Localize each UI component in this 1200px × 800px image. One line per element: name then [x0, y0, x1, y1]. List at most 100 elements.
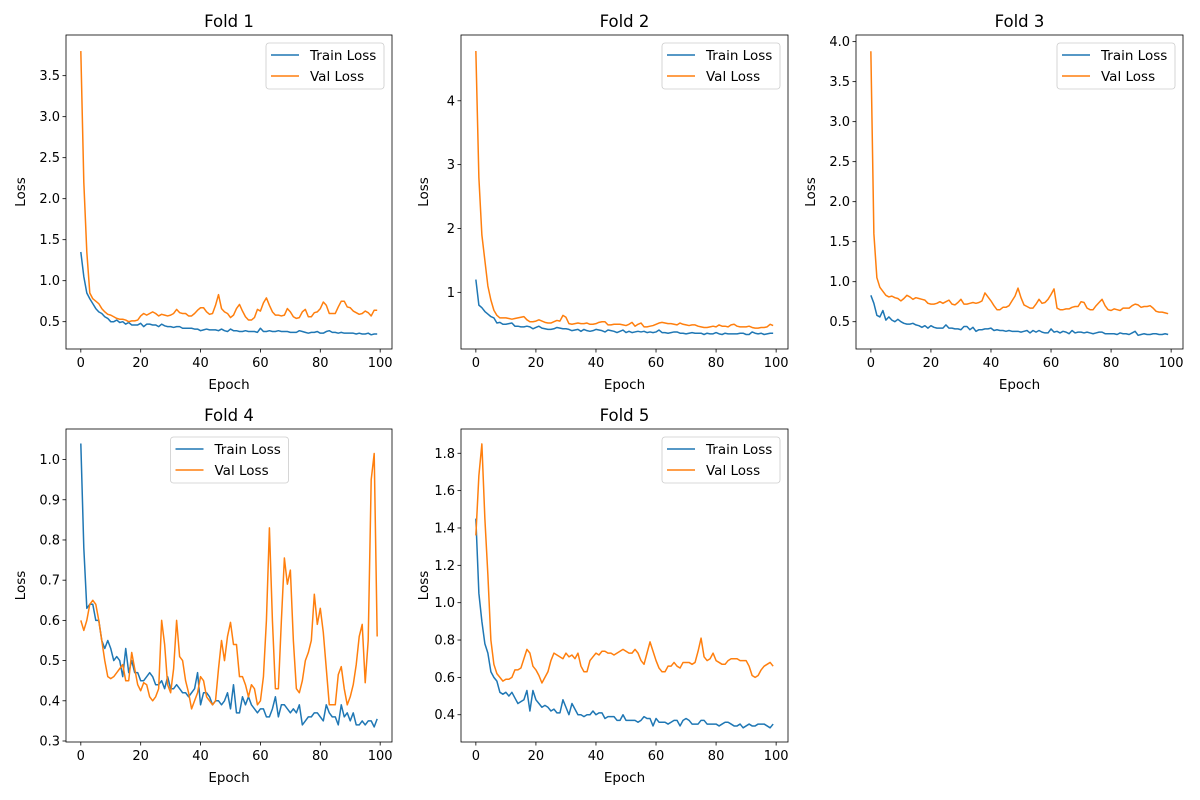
y-tick-label: 2.5 [39, 151, 60, 166]
legend-label: Train Loss [705, 442, 772, 458]
y-tick-label: 2 [447, 222, 455, 237]
y-axis-label: Loss [416, 177, 432, 207]
x-tick-label: 20 [528, 356, 545, 371]
y-tick-label: 3.5 [39, 69, 60, 84]
legend-label: Train Loss [214, 442, 281, 458]
y-tick-label: 0.5 [39, 654, 60, 669]
x-tick-label: 20 [132, 749, 149, 764]
x-tick-label: 40 [192, 749, 209, 764]
axes-frame [460, 428, 789, 743]
y-tick-label: 1.4 [434, 521, 455, 536]
x-tick-label: 100 [368, 749, 393, 764]
y-tick-label: 3.5 [829, 75, 850, 90]
y-tick-label: 0.4 [434, 708, 455, 723]
series-line-train-loss [80, 443, 378, 728]
y-tick-label: 1.6 [434, 484, 455, 499]
x-tick-label: 0 [77, 356, 85, 371]
x-tick-label: 20 [528, 749, 545, 764]
legend: Train Loss Val Loss [1056, 42, 1176, 90]
legend-label: Train Loss [309, 48, 376, 64]
x-tick-label: 40 [588, 356, 605, 371]
subplot-title: Fold 3 [995, 12, 1045, 31]
subplot-fold-5: 0 20 40 60 80 100 0.4 0.6 0.8 1.0 1.2 1.4 1.6 1.8 Fold… [416, 406, 789, 786]
series-line-train-loss [870, 295, 1169, 337]
x-tick-label: 100 [1159, 356, 1184, 371]
y-tick-label: 0.6 [434, 671, 455, 686]
x-axis-label: Epoch [208, 770, 249, 786]
y-tick-label: 1.8 [434, 447, 455, 462]
y-axis-label: Loss [416, 571, 432, 601]
x-tick-label: 80 [312, 356, 329, 371]
y-axis-label: Loss [13, 177, 29, 207]
series-line-train-loss [475, 279, 774, 336]
y-axis-label: Loss [13, 571, 29, 601]
series-line-val-loss [80, 51, 378, 323]
legend-label: Train Loss [1100, 48, 1167, 64]
y-tick-label: 1.0 [39, 453, 60, 468]
subplot-title: Fold 5 [600, 406, 650, 425]
x-tick-label: 40 [192, 356, 209, 371]
y-tick-label: 1.2 [434, 559, 455, 574]
y-tick-label: 0.4 [39, 694, 60, 709]
y-tick-label: 0.8 [434, 634, 455, 649]
x-tick-label: 60 [648, 356, 665, 371]
x-tick-label: 20 [923, 356, 940, 371]
subplot-title: Fold 1 [204, 12, 254, 31]
subplot-fold-1: 0 20 40 60 80 100 0.5 1.0 1.5 2.0 2.5 3.0 3.5 Fold 1 E… [13, 12, 393, 393]
series-line-train-loss [80, 251, 378, 336]
y-axis-label: Loss [803, 177, 819, 207]
x-tick-label: 40 [588, 749, 605, 764]
y-tick-label: 3 [447, 158, 455, 173]
y-tick-label: 2.5 [829, 155, 850, 170]
axes-frame [65, 428, 393, 743]
y-tick-label: 0.9 [39, 493, 60, 508]
y-tick-label: 2.0 [829, 195, 850, 210]
y-tick-label: 0.7 [39, 574, 60, 589]
subplot-fold-2: 0 20 40 60 80 100 1 2 3 4 Fold 2 Epoch Loss Train Los… [416, 12, 789, 393]
series-line-train-loss [475, 518, 774, 729]
legend: Train Loss Val Loss [661, 436, 781, 484]
legend-label: Val Loss [310, 69, 364, 85]
x-tick-label: 60 [252, 749, 269, 764]
y-tick-label: 1 [447, 286, 455, 301]
x-axis-label: Epoch [208, 377, 249, 393]
y-tick-label: 4.0 [829, 35, 850, 50]
x-tick-label: 100 [368, 356, 393, 371]
subplot-title: Fold 4 [204, 406, 254, 425]
x-axis-label: Epoch [999, 377, 1040, 393]
y-tick-label: 3.0 [39, 110, 60, 125]
subplot-fold-4: 0 20 40 60 80 100 0.3 0.4 0.5 0.6 0.7 0.8 0.9 1.0 Fold… [13, 406, 393, 786]
x-tick-label: 0 [472, 749, 480, 764]
y-tick-label: 0.3 [39, 734, 60, 749]
y-tick-label: 3.0 [829, 115, 850, 130]
x-tick-label: 60 [252, 356, 269, 371]
y-tick-label: 0.8 [39, 533, 60, 548]
legend-label: Val Loss [1101, 69, 1155, 85]
series-line-val-loss [475, 443, 774, 684]
legend-label: Val Loss [706, 69, 760, 85]
axes-frame [65, 34, 393, 350]
x-axis-label: Epoch [604, 377, 645, 393]
x-tick-label: 0 [77, 749, 85, 764]
legend: Train Loss Val Loss [265, 42, 385, 90]
y-tick-label: 2.0 [39, 192, 60, 207]
y-tick-label: 0.5 [39, 315, 60, 330]
subplot-fold-3: 0 20 40 60 80 100 0.5 1.0 1.5 2.0 2.5 3.0 3.5 4.0 Fold… [803, 12, 1184, 393]
y-tick-label: 1.0 [829, 275, 850, 290]
legend-label: Val Loss [215, 463, 269, 479]
x-tick-label: 0 [472, 356, 480, 371]
axes-frame [855, 34, 1184, 350]
x-tick-label: 100 [764, 356, 789, 371]
y-tick-label: 0.5 [829, 315, 850, 330]
series-line-val-loss [475, 50, 774, 329]
legend-label: Val Loss [706, 463, 760, 479]
x-tick-label: 60 [1043, 356, 1060, 371]
series-line-val-loss [80, 452, 378, 710]
x-tick-label: 100 [764, 749, 789, 764]
x-tick-label: 80 [1103, 356, 1120, 371]
series-line-val-loss [870, 51, 1169, 315]
x-tick-label: 80 [708, 749, 725, 764]
y-tick-label: 4 [447, 94, 455, 109]
y-tick-label: 1.0 [39, 274, 60, 289]
